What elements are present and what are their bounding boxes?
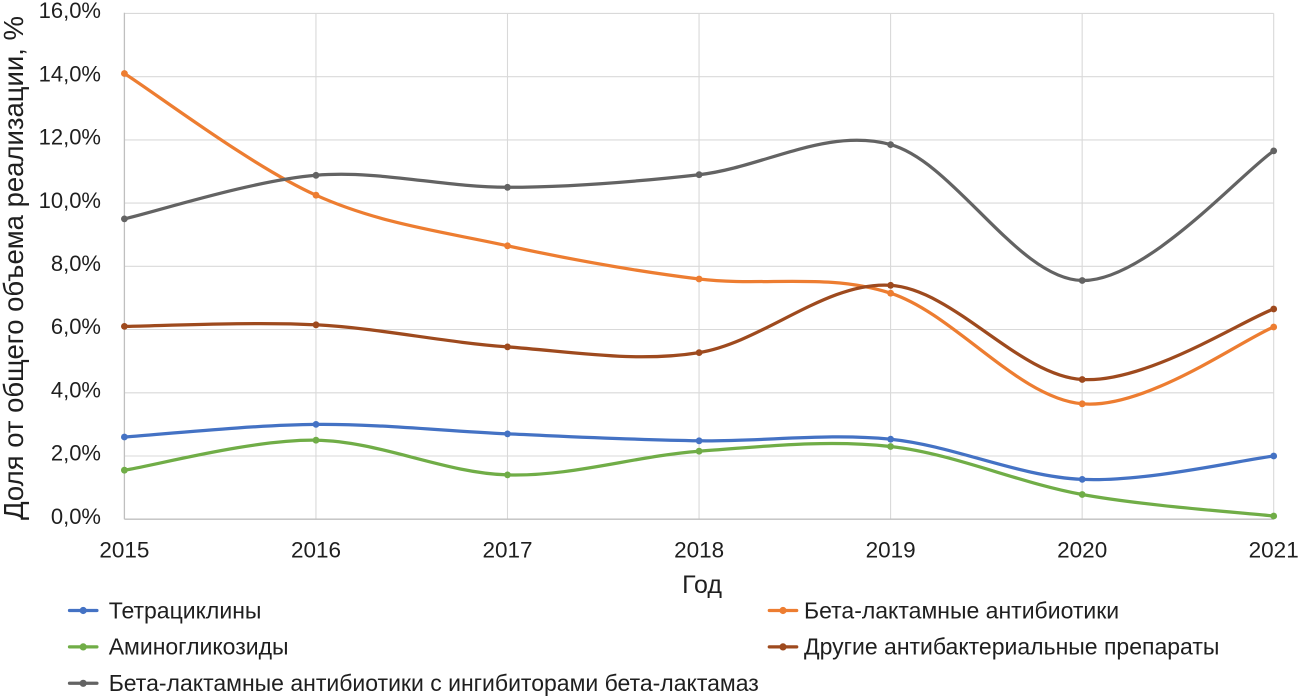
- svg-text:Бета-лактамные антибиотики с и: Бета-лактамные антибиотики с ингибиторам…: [109, 670, 759, 696]
- svg-text:16,0%: 16,0%: [39, 0, 101, 23]
- svg-text:Доля от общего объема реализац: Доля от общего объема реализации, %: [0, 16, 29, 520]
- svg-text:Бета-лактамные антибиотики: Бета-лактамные антибиотики: [804, 597, 1119, 623]
- svg-text:12,0%: 12,0%: [39, 125, 101, 150]
- svg-text:2,0%: 2,0%: [51, 441, 101, 466]
- svg-text:Аминогликозиды: Аминогликозиды: [109, 634, 289, 660]
- svg-text:0,0%: 0,0%: [51, 504, 101, 529]
- svg-text:6,0%: 6,0%: [51, 314, 101, 339]
- svg-text:2017: 2017: [482, 538, 532, 563]
- svg-text:2019: 2019: [866, 538, 916, 563]
- svg-text:2016: 2016: [291, 538, 341, 563]
- svg-text:4,0%: 4,0%: [51, 378, 101, 403]
- svg-text:2018: 2018: [674, 538, 724, 563]
- svg-text:Другие антибактериальные препа: Другие антибактериальные препараты: [804, 634, 1219, 660]
- svg-text:Год: Год: [682, 571, 722, 599]
- svg-text:2020: 2020: [1057, 538, 1107, 563]
- svg-text:2015: 2015: [99, 538, 149, 563]
- svg-text:Тетрациклины: Тетрациклины: [109, 597, 262, 623]
- svg-text:8,0%: 8,0%: [51, 251, 101, 276]
- svg-text:10,0%: 10,0%: [39, 188, 101, 213]
- svg-text:2021: 2021: [1249, 538, 1299, 563]
- svg-text:14,0%: 14,0%: [39, 61, 101, 86]
